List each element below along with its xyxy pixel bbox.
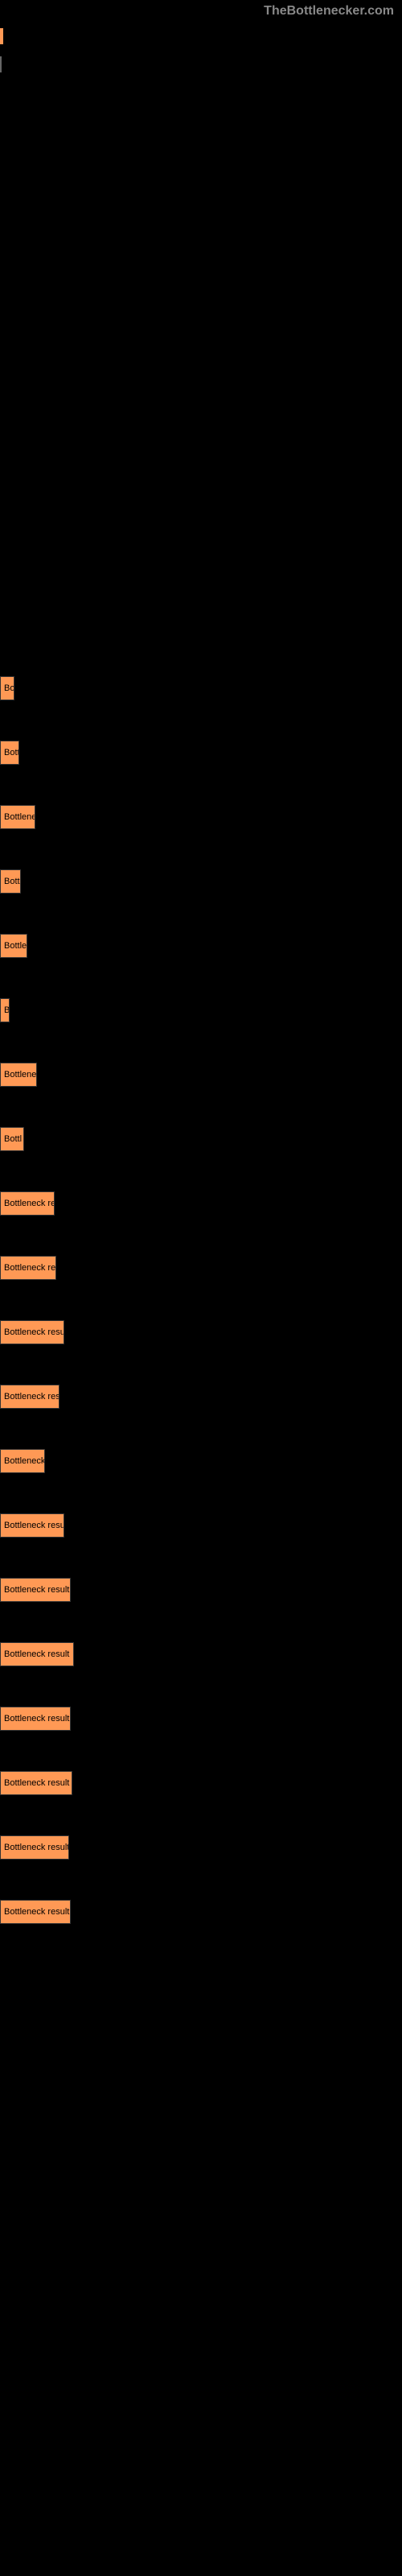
- bar-item: Bottleneck resu: [0, 1513, 64, 1538]
- bar-item: B: [0, 998, 10, 1022]
- bar-item: Bottleneck result: [0, 1578, 71, 1602]
- bar-row: Bottleneck result: [0, 1707, 71, 1733]
- bar-row: Bottleneck re: [0, 1256, 56, 1282]
- bar-row: Bo: [0, 676, 14, 703]
- bar-item: Bottleneck result: [0, 1642, 74, 1666]
- bar-row: Bottleneck result: [0, 1771, 72, 1798]
- bar-item: Bottleneck re: [0, 1191, 55, 1216]
- bar-row: Bottleneck re: [0, 1191, 55, 1218]
- bar-row: Bottleneck result: [0, 1900, 71, 1926]
- bar-item: Bott: [0, 741, 19, 765]
- bar-item: Bottl: [0, 1127, 24, 1151]
- bar-row: Bottleneck result: [0, 1578, 71, 1604]
- bar-item: Bottlene: [0, 805, 35, 829]
- bar-row: Bott: [0, 741, 19, 767]
- bar-item: Bo: [0, 676, 14, 700]
- bar-row: Bottleneck res: [0, 1385, 59, 1411]
- bar-row: Bottleneck result: [0, 1835, 69, 1862]
- bar-item: Bottleneck res: [0, 1385, 59, 1409]
- bar-row: Bottleneck resu: [0, 1320, 64, 1347]
- bar-row: Bottleneck result: [0, 1642, 74, 1669]
- bar-row: Bottle: [0, 934, 27, 960]
- bar-item: Bottleneck resu: [0, 1320, 64, 1344]
- bar-item: Bott: [0, 869, 21, 894]
- bar-item: Bottleneck: [0, 1449, 45, 1473]
- bar-item: Bottleneck re: [0, 1256, 56, 1280]
- bar-item: Bottlene: [0, 1063, 37, 1087]
- bar-row: Bott: [0, 869, 21, 896]
- bar-row: Bottlene: [0, 805, 35, 832]
- bar-item: Bottleneck result: [0, 1835, 69, 1860]
- bar-row: Bottlene: [0, 1063, 37, 1089]
- bar-item: Bottle: [0, 934, 27, 958]
- bar-row: Bottleneck: [0, 1449, 45, 1476]
- bar-item: Bottleneck result: [0, 1771, 72, 1795]
- bar-row: B: [0, 998, 10, 1025]
- watermark-text: TheBottlenecker.com: [264, 4, 394, 19]
- bar-item: Bottleneck result: [0, 1707, 71, 1731]
- bar-row: Bottleneck resu: [0, 1513, 64, 1540]
- bar-item: Bottleneck result: [0, 1900, 71, 1924]
- orange-marker: [0, 28, 3, 44]
- bar-row: Bottl: [0, 1127, 24, 1154]
- gray-marker: [0, 56, 2, 72]
